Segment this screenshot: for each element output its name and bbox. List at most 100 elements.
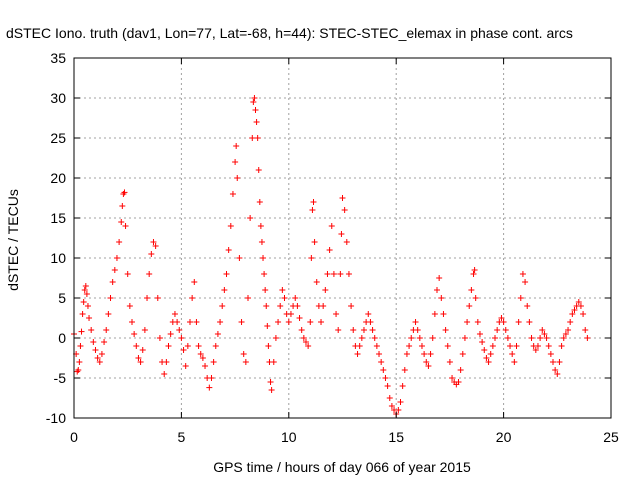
data-point [229, 191, 236, 197]
x-tick-label: 5 [178, 429, 186, 445]
data-point [560, 335, 567, 341]
data-point [300, 335, 307, 341]
data-point [382, 375, 389, 381]
data-point [180, 347, 187, 353]
data-point [223, 271, 230, 277]
data-point [380, 367, 387, 373]
data-point [479, 339, 486, 345]
data-point [83, 291, 90, 297]
data-point [567, 319, 574, 325]
data-point [225, 247, 232, 253]
y-tick-labels: -10 -5 0 5 10 15 20 25 30 35 [46, 50, 66, 426]
data-points [71, 95, 591, 417]
data-point [133, 343, 140, 349]
y-tick-label: -10 [46, 410, 66, 426]
data-point [543, 335, 550, 341]
data-point [256, 199, 263, 205]
data-point [214, 331, 221, 337]
data-point [156, 335, 163, 341]
data-point [252, 107, 259, 113]
data-point [148, 251, 155, 257]
data-point [494, 327, 501, 333]
data-point [281, 295, 288, 301]
data-point [335, 327, 342, 333]
x-tick-label: 10 [281, 429, 297, 445]
data-point [539, 327, 546, 333]
data-point [261, 271, 268, 277]
data-point [358, 335, 365, 341]
data-point [502, 327, 509, 333]
data-point [298, 327, 305, 333]
data-point [217, 319, 224, 325]
data-point [429, 335, 436, 341]
data-point [584, 335, 591, 341]
data-point [565, 327, 572, 333]
y-tick-label: 35 [50, 50, 66, 66]
data-point [255, 167, 262, 173]
data-point [161, 371, 168, 377]
data-point [182, 363, 189, 369]
data-point [476, 331, 483, 337]
data-point [240, 351, 247, 357]
data-point [517, 295, 524, 301]
data-point [244, 295, 251, 301]
data-point [328, 223, 335, 229]
data-point [515, 319, 522, 325]
data-point [121, 189, 128, 196]
data-point [537, 335, 544, 341]
data-point [388, 403, 395, 409]
data-point [341, 207, 348, 213]
data-point [414, 327, 421, 333]
data-point [195, 343, 202, 349]
data-point [489, 343, 496, 349]
data-point [455, 379, 462, 385]
data-point [146, 271, 153, 277]
data-point [513, 343, 520, 349]
data-point [251, 95, 258, 101]
data-point [202, 363, 209, 369]
data-point [395, 407, 402, 413]
data-point [532, 347, 539, 353]
data-point [150, 239, 157, 245]
data-point [418, 343, 425, 349]
data-point [309, 207, 316, 213]
data-point [163, 359, 170, 365]
data-point [318, 319, 325, 325]
data-point [265, 343, 272, 349]
data-point [79, 311, 86, 317]
data-point [403, 351, 410, 357]
data-point [154, 295, 161, 301]
data-point [324, 271, 331, 277]
data-point [208, 375, 215, 381]
data-point [101, 339, 108, 345]
data-point [139, 347, 146, 353]
data-point [171, 311, 178, 317]
data-point [77, 343, 84, 349]
data-point [137, 359, 144, 365]
axis-ticks [73, 57, 612, 419]
data-point [446, 359, 453, 365]
data-point [526, 319, 533, 325]
data-point [210, 359, 217, 365]
data-point [233, 143, 240, 149]
y-tick-label: -5 [54, 370, 67, 386]
data-point [472, 295, 479, 301]
data-point [236, 255, 243, 261]
data-point [471, 267, 478, 273]
data-point [124, 271, 131, 277]
data-point [434, 287, 441, 293]
data-point [184, 343, 191, 349]
data-point [524, 303, 531, 309]
data-point [547, 351, 554, 357]
data-point [279, 287, 286, 293]
data-point [107, 295, 114, 301]
data-point [263, 303, 270, 309]
data-point [461, 335, 468, 341]
x-tick-label: 25 [603, 429, 619, 445]
data-point [401, 367, 408, 373]
data-point [556, 359, 563, 365]
data-point [322, 287, 329, 293]
data-point [354, 351, 361, 357]
data-point [109, 279, 116, 285]
data-point [509, 351, 516, 357]
